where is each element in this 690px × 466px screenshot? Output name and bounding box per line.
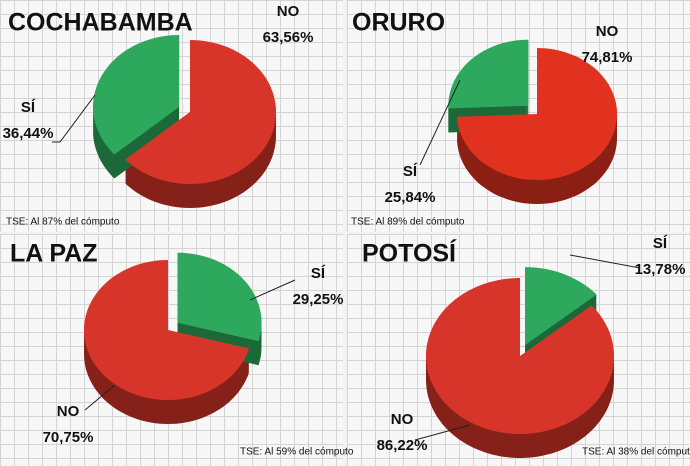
annotation: TSE: Al 38% del cómputo xyxy=(582,447,690,458)
value-label: 13,78% xyxy=(635,261,686,278)
value-label: 74,81% xyxy=(582,49,633,66)
chart-title: POTOSÍ xyxy=(362,239,457,268)
category-label: SÍ xyxy=(21,99,36,116)
pie-slice xyxy=(448,39,529,109)
pie-slice xyxy=(457,48,617,180)
panel xyxy=(347,0,690,232)
chart-title: COCHABAMBA xyxy=(8,9,193,37)
annotation: TSE: Al 59% del cómputo xyxy=(240,447,354,458)
category-label: NO xyxy=(596,23,619,40)
category-label: NO xyxy=(391,411,414,428)
category-label: SÍ xyxy=(653,235,668,252)
value-label: 86,22% xyxy=(377,437,428,454)
annotation: TSE: Al 87% del cómputo xyxy=(6,217,120,228)
pie-slice xyxy=(84,260,249,400)
pie-slice xyxy=(426,278,614,434)
value-label: 25,84% xyxy=(385,189,436,206)
chart-title: LA PAZ xyxy=(10,240,98,268)
annotation: TSE: Al 89% del cómputo xyxy=(351,217,465,228)
value-label: 36,44% xyxy=(3,125,54,142)
pie-slice xyxy=(177,252,262,342)
pie-slice xyxy=(125,40,276,184)
leader-line xyxy=(419,79,461,166)
value-label: 70,75% xyxy=(43,429,94,446)
category-label: NO xyxy=(57,403,80,420)
category-label: NO xyxy=(277,3,300,20)
pie-slice xyxy=(525,267,597,346)
pie-slice xyxy=(93,35,180,155)
chart-title: ORURO xyxy=(352,9,445,37)
leader-line xyxy=(52,94,96,143)
leader-line xyxy=(414,424,471,441)
leader-line xyxy=(84,384,116,411)
leader-line xyxy=(569,254,641,269)
value-label: 29,25% xyxy=(293,291,344,308)
value-label: 63,56% xyxy=(263,29,314,46)
category-label: SÍ xyxy=(403,163,418,180)
category-label: SÍ xyxy=(311,265,326,282)
leader-line xyxy=(249,279,296,301)
